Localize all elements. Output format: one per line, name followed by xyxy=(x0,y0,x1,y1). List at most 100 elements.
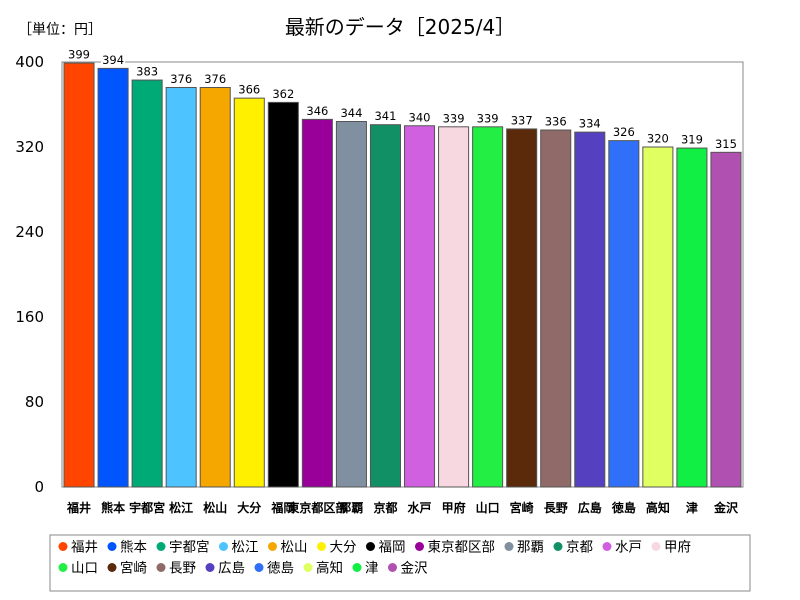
value-labels: 399 394 383 376 376 366 362 346 344 341 340 339 339 3… xyxy=(67,47,738,151)
legend-label: 山口 xyxy=(71,561,98,577)
y-tick-label: 0 xyxy=(34,478,44,496)
x-tick-label: 高知 xyxy=(646,500,670,515)
legend-marker xyxy=(58,542,68,551)
value-label: 339 xyxy=(443,111,465,125)
value-label: 383 xyxy=(136,65,158,79)
legend-item: 山口 xyxy=(58,561,98,577)
value-label-bg xyxy=(577,116,602,131)
bar xyxy=(233,97,265,488)
bar xyxy=(710,151,742,488)
value-label-bg xyxy=(713,136,738,151)
bar xyxy=(165,87,197,488)
legend-marker xyxy=(205,563,215,572)
legend-marker xyxy=(156,542,166,551)
legend-marker xyxy=(268,542,277,551)
value-label-bg xyxy=(169,71,194,86)
legend-item: 福岡 xyxy=(366,540,406,556)
x-tick-label: 福井 xyxy=(66,500,91,515)
y-tick-label: 80 xyxy=(25,393,44,411)
value-label: 334 xyxy=(579,117,601,131)
x-tick-label: 広島 xyxy=(578,500,602,515)
legend-label: 徳島 xyxy=(267,561,294,577)
value-label-bg xyxy=(475,110,500,125)
x-tick-label: 熊本 xyxy=(101,500,125,515)
legend-label: 津 xyxy=(365,561,379,577)
legend-label: 福岡 xyxy=(379,540,406,556)
x-tick-label: 福岡 xyxy=(270,500,295,515)
value-label-bg xyxy=(67,47,92,62)
y-tick-label: 400 xyxy=(15,53,44,71)
value-label-bg xyxy=(645,131,670,145)
chart-title: 最新のデータ［2025/4］ xyxy=(285,15,515,39)
legend-marker xyxy=(254,563,264,572)
legend-marker xyxy=(156,563,166,572)
legend-item: 宇都宮 xyxy=(156,540,210,556)
bar xyxy=(131,79,163,488)
legend-item: 熊本 xyxy=(107,540,147,556)
bar xyxy=(642,146,674,488)
y-tick-label: 240 xyxy=(15,223,44,241)
legend-label: 甲府 xyxy=(664,540,691,556)
bar-series xyxy=(63,62,742,488)
legend-item: 広島 xyxy=(205,561,245,577)
legend-marker xyxy=(602,542,612,551)
value-label: 394 xyxy=(102,53,124,67)
x-tick-label: 大分 xyxy=(237,500,261,515)
value-label: 399 xyxy=(68,48,90,62)
value-label-bg xyxy=(441,110,466,125)
x-tick-label: 宇都宮 xyxy=(129,500,165,515)
legend-label: 東京都区部 xyxy=(428,540,496,556)
bar xyxy=(369,124,402,488)
x-tick-label: 宮崎 xyxy=(510,500,534,515)
value-label: 340 xyxy=(409,110,431,124)
x-tick-label: 津 xyxy=(686,500,698,515)
bar xyxy=(301,118,333,488)
x-tick-label: 松山 xyxy=(203,500,227,515)
x-tick-label: 金沢 xyxy=(713,500,739,515)
legend-item: 金沢 xyxy=(388,561,428,577)
bar xyxy=(608,140,640,488)
legend-marker xyxy=(219,542,228,551)
legend-label: 水戸 xyxy=(615,540,642,556)
legend-item: 大分 xyxy=(317,540,357,556)
value-label: 336 xyxy=(545,115,567,129)
legend-item: 福井 xyxy=(58,540,98,556)
bar xyxy=(404,125,436,488)
legend-label: 金沢 xyxy=(401,561,428,577)
legend-marker xyxy=(107,542,117,551)
legend-item: 松山 xyxy=(268,540,308,556)
value-label: 320 xyxy=(647,132,669,146)
legend-marker xyxy=(388,563,397,572)
legend-marker xyxy=(352,563,362,572)
legend-label: 高知 xyxy=(316,560,343,577)
plot-area xyxy=(61,61,744,488)
value-label: 339 xyxy=(477,111,499,125)
legend-label: 京都 xyxy=(566,540,593,556)
value-label: 319 xyxy=(681,133,703,147)
legend-item: 甲府 xyxy=(651,540,691,556)
value-label-bg xyxy=(135,64,160,79)
x-tick-label: 水戸 xyxy=(408,500,432,515)
bar xyxy=(506,128,538,488)
y-axis: 0 80 160 240 320 400 xyxy=(15,53,44,496)
value-label: 346 xyxy=(306,104,328,118)
legend-item: 津 xyxy=(352,561,379,577)
value-label-bg xyxy=(543,114,568,128)
bar xyxy=(472,126,504,488)
legend-marker xyxy=(366,542,375,551)
value-label: 341 xyxy=(374,109,396,123)
value-label-bg xyxy=(611,124,636,139)
value-label: 362 xyxy=(272,87,294,101)
legend-item: 長野 xyxy=(156,561,196,577)
value-label: 376 xyxy=(204,72,226,86)
legend-marker xyxy=(504,542,514,551)
value-label-bg xyxy=(101,52,126,67)
x-tick-label: 那覇 xyxy=(339,501,363,515)
x-tick-label: 松江 xyxy=(169,500,193,515)
value-label: 315 xyxy=(715,137,737,151)
legend-box xyxy=(49,534,751,592)
value-label: 376 xyxy=(170,72,192,86)
